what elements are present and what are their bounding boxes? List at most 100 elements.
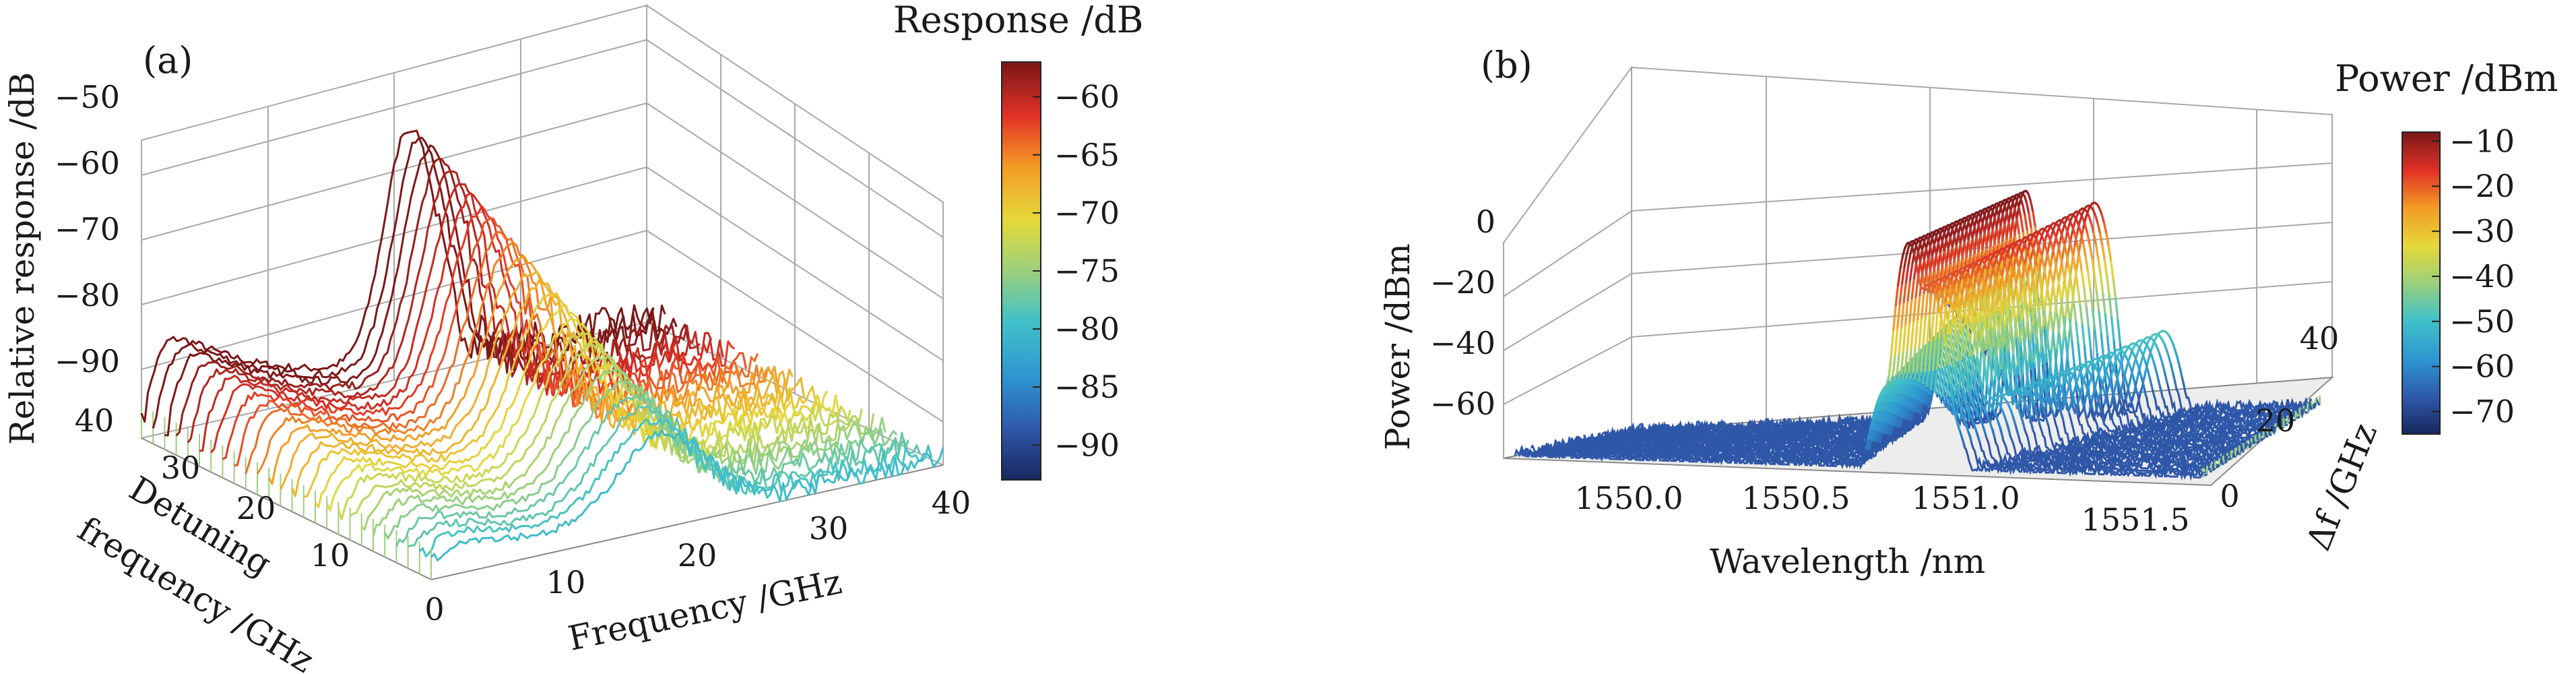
spectrum-peak-segment <box>2112 278 2117 300</box>
spectrum-peak-segment <box>1911 384 1917 398</box>
z-tick: −60 <box>1430 386 1495 422</box>
spectrum-peak-segment <box>1989 340 1994 361</box>
spectrum-peak-segment <box>2018 303 2023 322</box>
spectrum-peak-segment <box>2087 271 2092 291</box>
spectrum-peak-segment <box>2127 390 2133 402</box>
spectrum-peak-segment <box>2155 370 2160 382</box>
spectrum-peak-segment <box>2005 211 2010 224</box>
spectrum-peak-segment <box>1906 407 1912 421</box>
spectrum-peak-segment <box>1953 234 1958 248</box>
spectrum-peak-segment <box>1962 279 1968 289</box>
spectrum-peak-segment <box>1866 438 1871 451</box>
spectrum-peak-segment <box>2082 406 2088 418</box>
spectrum-peak-segment <box>1878 408 1883 421</box>
spectrum-peak-segment <box>1983 212 1988 222</box>
spectrum-peak-segment <box>1923 259 1928 276</box>
spectrum-peak-segment <box>1990 262 1995 270</box>
spectrum-peak-segment <box>2121 376 2125 389</box>
spectrum-peak-segment <box>1873 408 1878 420</box>
spectrum-peak-segment <box>2078 224 2083 236</box>
spectrum-peak-segment <box>1970 355 1975 377</box>
spectrum-peak-segment <box>2024 359 2030 384</box>
spectrum-peak-segment <box>1917 386 1921 401</box>
spectrum-peak-segment <box>2086 233 2091 247</box>
spectrum-peak-segment <box>1926 313 1931 344</box>
spectrum-peak-segment <box>2031 363 2036 387</box>
spectrum-peak-segment <box>2012 353 2017 377</box>
spectrum-peak-segment <box>1869 417 1874 430</box>
spectrum-peak-segment <box>1984 286 1989 301</box>
spectrum-peak-segment <box>2097 371 2102 380</box>
spectrum-peak-segment <box>1903 253 1908 268</box>
spectrum-peak-segment <box>1985 326 1989 346</box>
spectrum-peak-segment <box>1894 382 1899 393</box>
spectrum-peak-segment <box>1958 430 1964 439</box>
spectrum-peak-segment <box>1982 276 1987 289</box>
spectrum-peak-segment <box>2099 377 2104 388</box>
spectrum-peak-segment <box>1981 392 1986 401</box>
spectrum-peak-segment <box>1929 245 1934 259</box>
spectrum-peak-segment <box>1892 390 1897 402</box>
spectrum-peak-segment <box>1947 319 1952 336</box>
spectrum-peak-segment <box>2058 334 2063 359</box>
spectrum-peak-segment <box>1897 391 1902 404</box>
spectrum-peak-segment <box>1965 286 1970 299</box>
spectrum-peak-segment <box>2030 305 2036 326</box>
spectrum-peak-segment <box>2044 245 2049 257</box>
spectrum-peak-segment <box>1869 427 1873 441</box>
panel-a-x-ticks: 0 10 20 30 40 <box>424 485 971 627</box>
spectrum-peak-segment <box>1987 231 1993 249</box>
spectrum-peak-segment <box>2006 288 2011 307</box>
spectrum-peak-segment <box>1910 408 1915 422</box>
spectrum-peak-segment <box>2036 265 2041 280</box>
spectrum-peak-segment <box>1957 233 1962 246</box>
spectrum-peak-segment <box>1941 364 1947 396</box>
spectrum-peak-segment <box>2055 266 2060 283</box>
spectrum-peak-segment <box>2135 360 2140 370</box>
spectrum-peak-segment <box>1987 211 1992 220</box>
spectrum-peak-segment <box>1964 353 1969 375</box>
spectrum-peak-segment <box>2003 415 2009 425</box>
spectrum-peak-segment <box>1947 394 1952 411</box>
colorbar-tick-label: −50 <box>2449 303 2515 340</box>
spectrum-peak-segment <box>2108 378 2113 389</box>
spectrum-peak-segment <box>2014 207 2018 221</box>
spectrum-peak-segment <box>1917 400 1923 414</box>
spectrum-peak-segment <box>2035 344 2040 369</box>
colorbar-tick-label: −60 <box>1054 79 1120 115</box>
panel-a-grid <box>141 4 944 580</box>
spectrum-peak-segment <box>2001 263 2005 277</box>
spectrum-peak-segment <box>1921 369 1927 385</box>
panel-b: (b) 0 −20 −40 −60 Power /dBm 1550.0 1550… <box>1378 44 2558 581</box>
spectrum-peak-segment <box>1902 323 1907 353</box>
spectrum-peak-segment <box>1934 309 1939 340</box>
spectrum-peak-segment <box>1939 233 1943 243</box>
spectrum-peak-segment <box>1996 260 2001 270</box>
spectrum-peak-segment <box>1881 420 1886 433</box>
spectrum-peak-segment <box>1995 415 2000 424</box>
spectrum-peak-segment <box>2131 374 2137 386</box>
spectrum-peak-segment <box>2015 268 2020 284</box>
spectrum-peak-segment <box>1997 421 2002 432</box>
spectrum-peak-segment <box>2176 357 2181 369</box>
spectrum-peak-segment <box>2035 315 2040 339</box>
spectrum-peak-segment <box>1972 323 1977 342</box>
spectrum-peak-segment <box>2121 366 2125 375</box>
response-trace <box>245 231 759 474</box>
spectrum-peak-segment <box>1933 367 1939 393</box>
spectrum-peak-segment <box>2049 311 2055 334</box>
spectrum-peak-segment <box>2007 316 2013 336</box>
spectrum-peak-segment <box>1891 400 1896 414</box>
spectrum-peak-segment <box>1982 311 1987 329</box>
spectrum-peak-segment <box>2018 206 2022 219</box>
spectrum-peak-segment <box>1947 365 1952 386</box>
spectrum-peak-segment <box>2080 233 2085 246</box>
spectrum-peak-segment <box>2003 204 2008 214</box>
spectrum-peak-segment <box>1938 307 1943 321</box>
spectrum-peak-segment <box>1959 243 1964 262</box>
spectrum-peak-segment <box>2026 276 2031 293</box>
spectrum-peak-segment <box>1892 353 1896 376</box>
spectrum-peak-segment <box>2157 379 2162 392</box>
spectrum-peak-segment <box>2089 288 2094 311</box>
spectrum-peak-segment <box>1913 370 1919 381</box>
